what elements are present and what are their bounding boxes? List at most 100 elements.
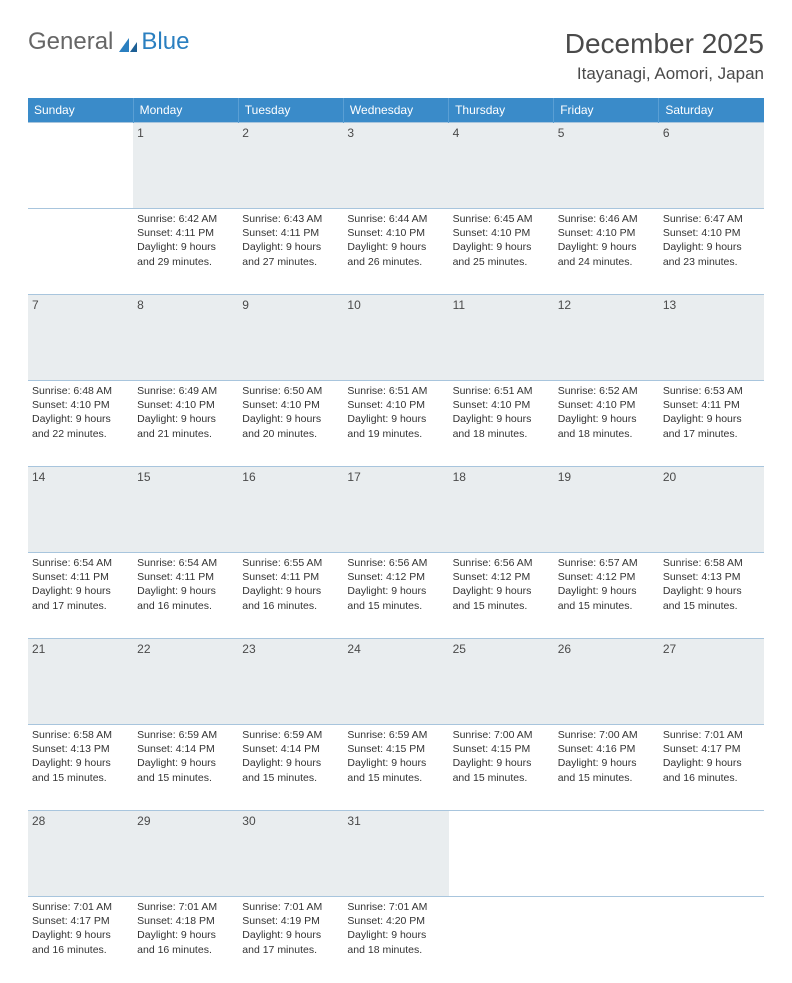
day-details: Sunrise: 6:59 AMSunset: 4:14 PMDaylight:… <box>242 728 339 785</box>
day-details: Sunrise: 6:56 AMSunset: 4:12 PMDaylight:… <box>347 556 444 613</box>
day-line: Sunrise: 6:59 AM <box>347 728 444 742</box>
day-line: Sunrise: 7:01 AM <box>32 900 129 914</box>
day-cell: Sunrise: 6:56 AMSunset: 4:12 PMDaylight:… <box>343 553 448 639</box>
day-details: Sunrise: 7:00 AMSunset: 4:16 PMDaylight:… <box>558 728 655 785</box>
day-line: Sunrise: 6:49 AM <box>137 384 234 398</box>
day-details: Sunrise: 6:59 AMSunset: 4:14 PMDaylight:… <box>137 728 234 785</box>
day-line: Sunset: 4:18 PM <box>137 914 234 928</box>
day-number-cell: 21 <box>28 639 133 725</box>
day-number-cell: 24 <box>343 639 448 725</box>
day-line: Sunrise: 6:58 AM <box>663 556 760 570</box>
day-cell: Sunrise: 6:57 AMSunset: 4:12 PMDaylight:… <box>554 553 659 639</box>
day-cell: Sunrise: 6:43 AMSunset: 4:11 PMDaylight:… <box>238 209 343 295</box>
day-cell: Sunrise: 6:50 AMSunset: 4:10 PMDaylight:… <box>238 381 343 467</box>
day-line: Sunset: 4:14 PM <box>137 742 234 756</box>
day-line: Daylight: 9 hours <box>242 412 339 426</box>
day-cell: Sunrise: 6:46 AMSunset: 4:10 PMDaylight:… <box>554 209 659 295</box>
day-cell <box>28 209 133 295</box>
day-number-cell: 11 <box>449 295 554 381</box>
weekday-header: Friday <box>554 98 659 123</box>
day-line: Daylight: 9 hours <box>242 584 339 598</box>
day-details: Sunrise: 6:49 AMSunset: 4:10 PMDaylight:… <box>137 384 234 441</box>
day-number-cell: 23 <box>238 639 343 725</box>
weekday-header: Sunday <box>28 98 133 123</box>
day-number-cell: 16 <box>238 467 343 553</box>
day-line: and 18 minutes. <box>347 943 444 957</box>
day-line: Daylight: 9 hours <box>347 240 444 254</box>
daynum-row: 28293031 <box>28 811 764 897</box>
day-line: Sunrise: 7:01 AM <box>242 900 339 914</box>
weekday-header: Monday <box>133 98 238 123</box>
day-line: Sunset: 4:11 PM <box>137 570 234 584</box>
day-line: Sunset: 4:10 PM <box>558 398 655 412</box>
day-line: Sunset: 4:10 PM <box>242 398 339 412</box>
day-line: and 18 minutes. <box>453 427 550 441</box>
day-line: Sunset: 4:12 PM <box>347 570 444 584</box>
day-line: and 22 minutes. <box>32 427 129 441</box>
day-line: and 16 minutes. <box>663 771 760 785</box>
day-line: Daylight: 9 hours <box>32 584 129 598</box>
day-cell: Sunrise: 6:59 AMSunset: 4:15 PMDaylight:… <box>343 725 448 811</box>
day-line: and 15 minutes. <box>453 771 550 785</box>
day-details: Sunrise: 6:54 AMSunset: 4:11 PMDaylight:… <box>137 556 234 613</box>
day-line: Sunrise: 6:54 AM <box>137 556 234 570</box>
day-line: Sunset: 4:17 PM <box>663 742 760 756</box>
day-line: and 27 minutes. <box>242 255 339 269</box>
day-cell: Sunrise: 6:44 AMSunset: 4:10 PMDaylight:… <box>343 209 448 295</box>
day-cell <box>554 897 659 983</box>
brand-logo: General Blue <box>28 28 189 56</box>
day-details: Sunrise: 6:58 AMSunset: 4:13 PMDaylight:… <box>663 556 760 613</box>
day-line: Sunrise: 6:47 AM <box>663 212 760 226</box>
day-cell: Sunrise: 6:55 AMSunset: 4:11 PMDaylight:… <box>238 553 343 639</box>
day-line: Sunrise: 7:00 AM <box>558 728 655 742</box>
day-line: Sunset: 4:10 PM <box>453 226 550 240</box>
day-line: and 17 minutes. <box>242 943 339 957</box>
month-title: December 2025 <box>565 28 764 60</box>
day-number-cell: 1 <box>133 123 238 209</box>
day-content-row: Sunrise: 6:48 AMSunset: 4:10 PMDaylight:… <box>28 381 764 467</box>
day-line: Daylight: 9 hours <box>137 928 234 942</box>
day-details: Sunrise: 6:51 AMSunset: 4:10 PMDaylight:… <box>453 384 550 441</box>
day-line: Daylight: 9 hours <box>137 584 234 598</box>
day-number-cell: 3 <box>343 123 448 209</box>
day-line: Daylight: 9 hours <box>453 584 550 598</box>
day-cell: Sunrise: 6:58 AMSunset: 4:13 PMDaylight:… <box>28 725 133 811</box>
day-line: Sunrise: 6:42 AM <box>137 212 234 226</box>
day-line: Daylight: 9 hours <box>347 756 444 770</box>
weekday-header: Thursday <box>449 98 554 123</box>
day-number-cell: 20 <box>659 467 764 553</box>
day-line: Sunset: 4:12 PM <box>558 570 655 584</box>
day-number-cell: 14 <box>28 467 133 553</box>
day-line: Sunset: 4:20 PM <box>347 914 444 928</box>
day-line: Daylight: 9 hours <box>558 240 655 254</box>
logo-text-blue: Blue <box>141 28 189 56</box>
day-line: and 24 minutes. <box>558 255 655 269</box>
day-number-cell <box>659 811 764 897</box>
day-cell: Sunrise: 6:58 AMSunset: 4:13 PMDaylight:… <box>659 553 764 639</box>
day-content-row: Sunrise: 7:01 AMSunset: 4:17 PMDaylight:… <box>28 897 764 983</box>
day-details: Sunrise: 6:55 AMSunset: 4:11 PMDaylight:… <box>242 556 339 613</box>
day-line: Sunrise: 7:01 AM <box>663 728 760 742</box>
day-cell: Sunrise: 6:42 AMSunset: 4:11 PMDaylight:… <box>133 209 238 295</box>
day-line: Sunset: 4:11 PM <box>32 570 129 584</box>
day-cell: Sunrise: 6:48 AMSunset: 4:10 PMDaylight:… <box>28 381 133 467</box>
day-details: Sunrise: 6:48 AMSunset: 4:10 PMDaylight:… <box>32 384 129 441</box>
day-cell: Sunrise: 6:53 AMSunset: 4:11 PMDaylight:… <box>659 381 764 467</box>
day-number-cell <box>28 123 133 209</box>
day-line: Daylight: 9 hours <box>137 756 234 770</box>
day-number-cell: 13 <box>659 295 764 381</box>
day-line: and 18 minutes. <box>558 427 655 441</box>
day-line: Daylight: 9 hours <box>137 240 234 254</box>
day-details: Sunrise: 6:44 AMSunset: 4:10 PMDaylight:… <box>347 212 444 269</box>
day-line: Daylight: 9 hours <box>663 240 760 254</box>
day-line: Sunset: 4:10 PM <box>137 398 234 412</box>
day-cell: Sunrise: 6:54 AMSunset: 4:11 PMDaylight:… <box>28 553 133 639</box>
day-line: and 15 minutes. <box>347 771 444 785</box>
day-line: Daylight: 9 hours <box>663 412 760 426</box>
day-details: Sunrise: 6:59 AMSunset: 4:15 PMDaylight:… <box>347 728 444 785</box>
day-line: Daylight: 9 hours <box>32 756 129 770</box>
day-details: Sunrise: 6:46 AMSunset: 4:10 PMDaylight:… <box>558 212 655 269</box>
day-line: and 17 minutes. <box>32 599 129 613</box>
day-cell: Sunrise: 6:51 AMSunset: 4:10 PMDaylight:… <box>449 381 554 467</box>
day-line: Sunset: 4:10 PM <box>347 226 444 240</box>
